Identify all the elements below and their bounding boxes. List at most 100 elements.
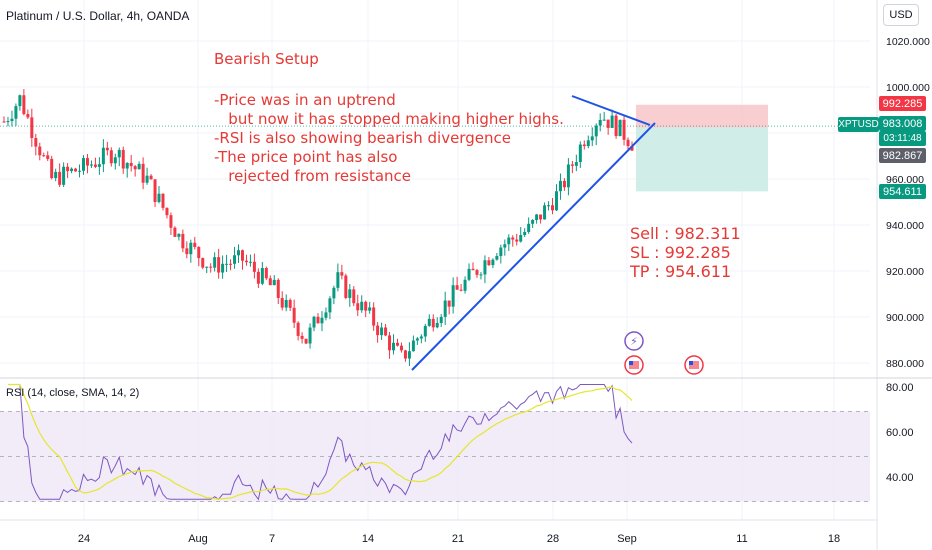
candle	[137, 163, 141, 170]
candle	[590, 136, 594, 141]
candle	[197, 246, 201, 259]
candle	[288, 299, 292, 308]
candle	[467, 268, 471, 280]
candle	[439, 316, 443, 323]
candle	[30, 117, 34, 139]
rsi-tick-60: 60.00	[886, 427, 914, 439]
chart-title: Platinum / U.S. Dollar, 4h, OANDA	[6, 9, 190, 23]
candle	[264, 268, 268, 279]
candle	[129, 162, 133, 167]
candle	[594, 125, 598, 137]
candle	[141, 163, 145, 183]
candle	[523, 231, 527, 236]
candle	[105, 147, 109, 151]
candle	[499, 247, 503, 257]
rsi-label: RSI (14, close, SMA, 14, 2)	[6, 387, 140, 399]
candle	[630, 146, 634, 151]
y-tick-label: 1020.000	[886, 36, 930, 48]
candle	[280, 298, 284, 308]
candle	[312, 316, 316, 328]
y-tick-label: 900.000	[886, 312, 924, 324]
rsi-tick-80: 80.00	[886, 382, 914, 394]
candle	[539, 214, 543, 220]
rsi-panel	[0, 383, 870, 502]
rsi-ma-line	[8, 383, 633, 500]
candle	[316, 316, 320, 324]
candle	[551, 205, 555, 211]
ascending-trendline	[411, 122, 656, 371]
candle	[352, 289, 356, 304]
candle	[225, 263, 229, 265]
currency-button[interactable]: USD	[883, 4, 919, 26]
candle	[189, 242, 193, 255]
candle	[240, 250, 244, 261]
candle	[618, 119, 622, 137]
candle	[511, 237, 515, 240]
candle	[364, 301, 368, 311]
candle	[435, 322, 439, 328]
candle	[54, 171, 58, 179]
last-price-tag: 983.008	[879, 116, 926, 131]
candle	[101, 147, 105, 165]
entry-tag: 982.867	[879, 148, 926, 163]
candle	[582, 144, 586, 147]
candle	[376, 325, 380, 336]
candle	[610, 115, 614, 128]
candle	[22, 95, 26, 115]
rsi-tick-40: 40.00	[886, 472, 914, 484]
candle	[268, 278, 272, 286]
candle	[81, 158, 85, 171]
candle	[66, 166, 70, 172]
candle	[411, 340, 415, 352]
candle	[344, 275, 348, 298]
take-profit-tag: 954.611	[879, 184, 926, 199]
y-tick-label: 880.000	[886, 358, 924, 370]
candle	[18, 95, 22, 107]
candle	[117, 149, 121, 158]
candle	[256, 271, 260, 284]
candle	[237, 250, 241, 256]
candle	[248, 261, 252, 263]
candle	[185, 248, 189, 255]
candle	[217, 257, 221, 273]
candle	[503, 244, 507, 248]
candle	[384, 327, 388, 336]
candle	[276, 279, 280, 299]
y-tick-label: 1000.000	[886, 82, 930, 94]
candle	[574, 162, 578, 166]
x-tick-label: 14	[362, 533, 374, 545]
candle	[495, 256, 499, 260]
candle	[570, 164, 574, 166]
candle	[304, 338, 308, 344]
candle	[324, 312, 328, 318]
candle	[562, 180, 566, 188]
candle	[181, 233, 185, 249]
candle	[209, 266, 213, 268]
candle	[177, 233, 181, 237]
candle	[447, 300, 451, 307]
candle	[487, 260, 491, 266]
x-tick-label: 18	[828, 533, 840, 545]
candle	[50, 158, 54, 179]
candle	[173, 227, 177, 237]
y-tick-label: 940.000	[886, 220, 924, 232]
candle	[133, 166, 137, 170]
candle	[125, 162, 129, 169]
candle	[479, 274, 483, 276]
candle	[42, 155, 46, 157]
x-tick-label: Aug	[188, 533, 208, 545]
candle	[284, 299, 288, 308]
candle	[157, 193, 161, 203]
candle	[527, 223, 531, 232]
candle	[229, 263, 233, 265]
candle	[491, 259, 495, 266]
candle	[165, 207, 169, 216]
candle	[507, 237, 511, 245]
candle	[578, 144, 582, 163]
candle	[320, 317, 324, 324]
y-tick-label: 920.000	[886, 266, 924, 278]
candle	[622, 119, 626, 140]
candle	[399, 345, 403, 351]
